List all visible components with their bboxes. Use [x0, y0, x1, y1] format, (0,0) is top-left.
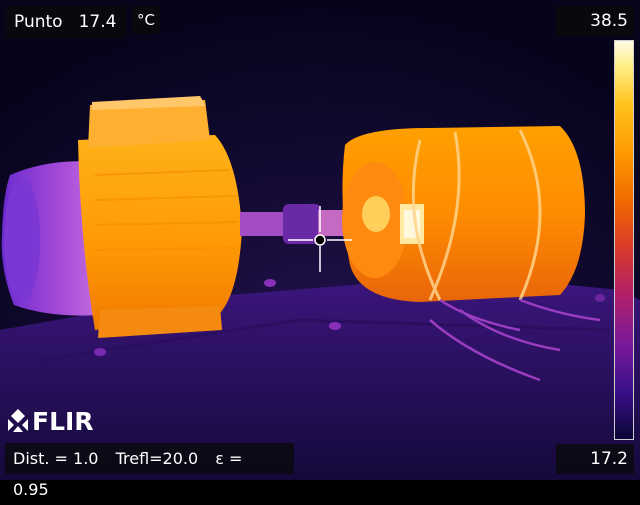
distance-param: Dist. = 1.0	[13, 449, 99, 468]
temperature-unit: °C	[132, 6, 160, 34]
flir-diamond-icon	[8, 409, 28, 432]
thermal-image	[0, 0, 640, 480]
spot-value: 17.4	[78, 12, 117, 32]
spot-label: Punto	[14, 12, 63, 32]
flir-logo: FLIR	[6, 404, 101, 438]
spot-readout: Punto 17.4	[5, 6, 126, 38]
scale-min-value: 17.2	[556, 444, 634, 474]
temperature-scale-bar	[614, 40, 634, 440]
brand-name: FLIR	[32, 406, 94, 436]
measurement-parameters: Dist. = 1.0 Trefl=20.0 ε = 0.95	[5, 443, 294, 499]
scale-max-value: 38.5	[556, 6, 634, 36]
reflected-temp-param: Trefl=20.0	[115, 449, 199, 468]
spot-crosshair-icon	[288, 206, 352, 272]
